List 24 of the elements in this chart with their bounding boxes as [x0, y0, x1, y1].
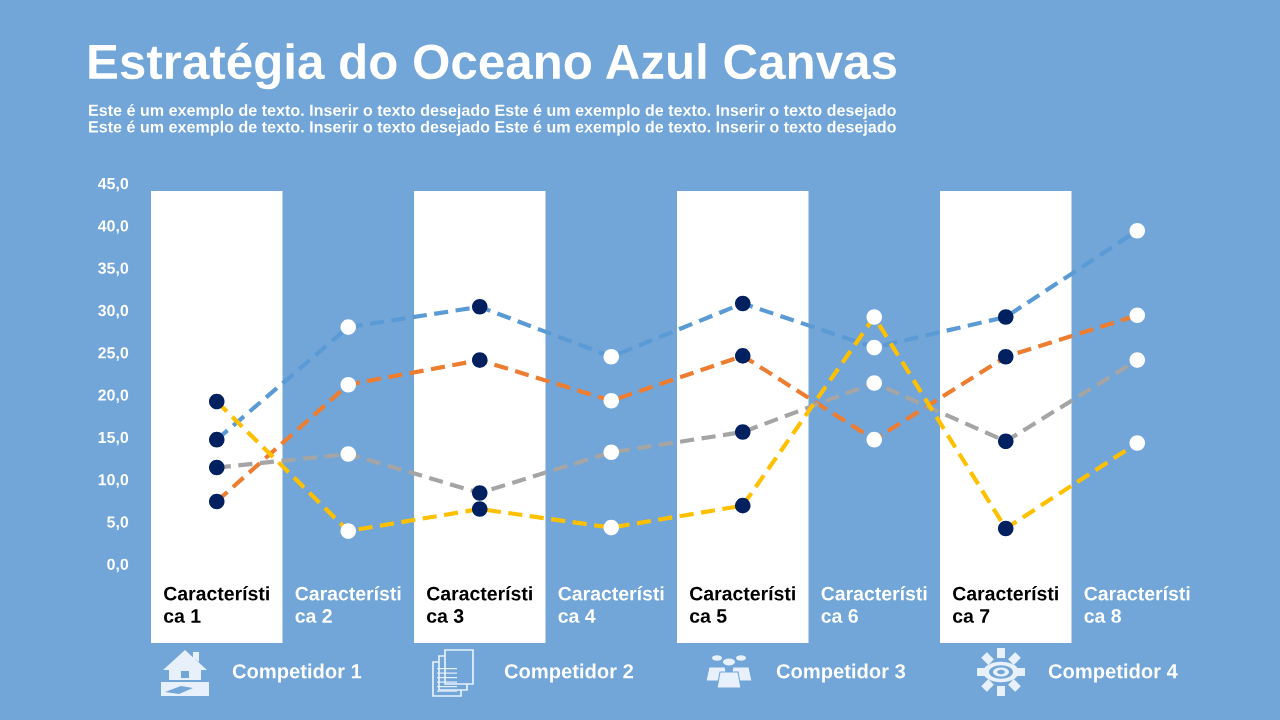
- x-tick-label: Característica 7: [953, 586, 1058, 623]
- y-tick-label: 30,0: [98, 304, 129, 319]
- chart-title: Estratégia do Oceano Azul Canvas: [89, 42, 896, 90]
- chart-subtitle: Este é um exemplo de texto. Inserir o texto desejado Este é um exemplo de texto. Inserir o texto desejado Este é um exemplo de texto. Inserir o texto desejado Este é um exemplo de texto. Inserir o texto desejado: [89, 104, 896, 136]
- text: Competidor 3: [776, 663, 906, 683]
- x-tick-label: Característica 2: [295, 586, 401, 623]
- x-tick-label: Característica 6: [821, 586, 927, 623]
- x-tick-label: Característica 8: [1084, 586, 1190, 623]
- x-tick-label: Característica 3: [427, 586, 532, 623]
- y-tick-label: 15,0: [98, 431, 129, 446]
- y-tick-label: 25,0: [98, 347, 129, 361]
- y-tick-label: 0,0: [107, 558, 129, 573]
- y-tick-label: 45,0: [97, 177, 129, 192]
- y-tick-label: 5,0: [107, 516, 129, 530]
- x-tick-label: Característica 4: [558, 586, 664, 623]
- x-tick-label: Característica 5: [690, 586, 795, 623]
- y-tick-label: 20,0: [98, 389, 129, 404]
- text: Competidor 2: [504, 663, 633, 683]
- text: Competidor 1: [232, 663, 362, 683]
- y-tick-label: 10,0: [98, 474, 129, 488]
- x-tick-label: Característica 1: [164, 586, 269, 623]
- text: Competidor 4: [1048, 663, 1178, 683]
- y-tick-label: 35,0: [98, 262, 129, 277]
- y-tick-label: 40,0: [97, 220, 129, 234]
